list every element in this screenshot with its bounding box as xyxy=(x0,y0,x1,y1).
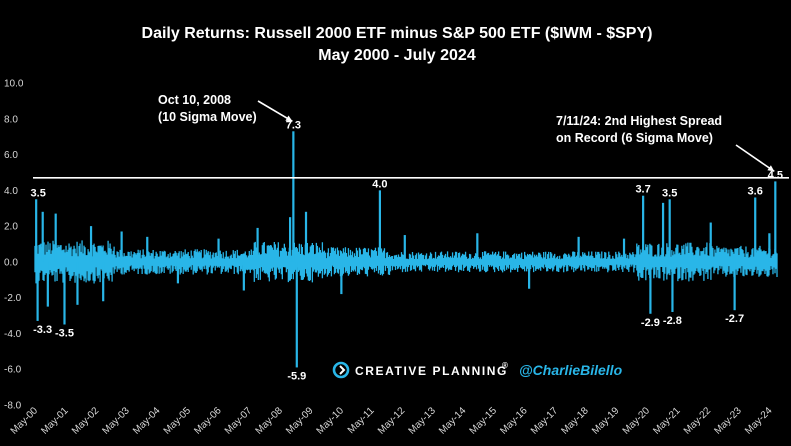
data-label: -3.5 xyxy=(55,328,74,340)
bar xyxy=(289,217,292,262)
annotation-line: 7/11/24: 2nd Highest Spread xyxy=(556,114,722,128)
bar xyxy=(242,261,245,291)
bar xyxy=(63,261,66,325)
bar xyxy=(649,261,652,314)
bar xyxy=(41,211,44,262)
bar xyxy=(671,261,674,312)
annotation-arrow xyxy=(257,100,293,122)
data-label: 4.5 xyxy=(768,169,783,181)
data-label: 3.6 xyxy=(748,186,763,198)
bar xyxy=(76,261,79,305)
bar xyxy=(528,261,531,289)
brand-handle: @CharlieBilello xyxy=(519,362,623,378)
bar xyxy=(295,261,298,368)
bar xyxy=(403,235,406,262)
bar xyxy=(256,227,259,262)
y-tick-label: -6.0 xyxy=(4,365,22,376)
data-label: -3.3 xyxy=(33,324,52,336)
data-label: -5.9 xyxy=(287,370,306,382)
annotation-line: on Record (6 Sigma Move) xyxy=(556,131,713,145)
y-axis: 10.0 8.0 6.0 4.0 2.0 0.0 -2.0 -4.0 -6.0 -8.0 xyxy=(4,79,24,412)
brand-trademark: ® xyxy=(502,361,508,370)
bar xyxy=(476,233,479,262)
y-tick-label: -8.0 xyxy=(4,401,22,412)
bar xyxy=(36,261,39,321)
data-label: 3.7 xyxy=(635,184,650,196)
bar xyxy=(35,199,38,262)
y-tick-label: 6.0 xyxy=(4,150,18,161)
bar xyxy=(378,190,381,262)
bar xyxy=(146,236,149,262)
bar xyxy=(577,236,580,262)
data-label: 4.0 xyxy=(372,178,387,190)
branding: CREATIVE PLANNING ® @CharlieBilello xyxy=(332,361,623,379)
bar xyxy=(54,213,57,262)
bar xyxy=(340,261,343,295)
bar xyxy=(304,211,308,262)
y-tick-label: 2.0 xyxy=(4,222,18,233)
annotations: Oct 10, 2008 (10 Sigma Move) 7/11/24: 2nd … xyxy=(158,93,775,173)
y-tick-label: 4.0 xyxy=(4,186,18,197)
bar xyxy=(733,261,736,311)
bar-series xyxy=(34,131,778,368)
bar xyxy=(622,238,626,262)
creative-planning-logo-icon xyxy=(332,361,350,379)
bar xyxy=(754,197,757,262)
bar xyxy=(102,261,105,302)
data-label: -2.9 xyxy=(641,317,660,329)
bar xyxy=(120,231,123,262)
bar xyxy=(661,202,665,262)
annotation-arrowhead xyxy=(285,115,293,122)
data-label: 3.5 xyxy=(662,187,677,199)
data-label: 7.3 xyxy=(286,119,301,131)
bar xyxy=(89,226,93,262)
y-tick-label: 0.0 xyxy=(4,257,18,268)
bar xyxy=(292,131,295,262)
bar xyxy=(642,195,645,262)
brand-company-name: CREATIVE PLANNING xyxy=(355,364,508,378)
y-tick-label: 8.0 xyxy=(4,114,18,125)
bar xyxy=(768,233,771,262)
bar xyxy=(709,222,712,262)
data-label: -2.8 xyxy=(663,315,682,327)
bar xyxy=(46,261,49,307)
chart-subtitle: May 2000 - July 2024 xyxy=(318,47,476,64)
annotation-line: (10 Sigma Move) xyxy=(158,110,257,124)
chart-title: Daily Returns: Russell 2000 ETF minus S&… xyxy=(142,25,653,42)
y-tick-label: -2.0 xyxy=(4,293,22,304)
annotation-line: Oct 10, 2008 xyxy=(158,93,231,107)
bar xyxy=(176,261,180,284)
bar xyxy=(668,199,671,262)
y-tick-label: 10.0 xyxy=(4,79,24,90)
data-labels: 3.5 -3.3 -3.5 7.3 -5.9 4.0 3.7 -2.9 3.5 -2.8 3.6 -2… xyxy=(31,119,783,382)
annotation-arrowhead xyxy=(767,165,775,172)
bar xyxy=(774,181,777,262)
data-label: 3.5 xyxy=(31,187,46,199)
y-tick-label: -4.0 xyxy=(4,329,22,340)
bar xyxy=(217,238,220,262)
annotation-arrow xyxy=(735,144,775,173)
data-label: -2.7 xyxy=(725,313,744,325)
